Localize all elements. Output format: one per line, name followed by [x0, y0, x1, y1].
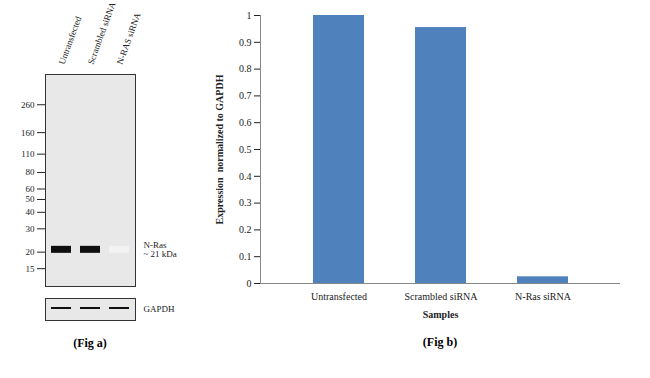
svg-text:80: 80 [26, 167, 36, 177]
svg-text:110: 110 [21, 149, 35, 159]
html-text:(Fig a): (Fig a) [73, 336, 107, 350]
svg-text:160: 160 [21, 128, 35, 138]
svg-text:50: 50 [26, 194, 36, 204]
svg-text:15: 15 [26, 264, 36, 274]
svg-text:Untransfected: Untransfected [311, 291, 367, 302]
svg-text:60: 60 [26, 184, 36, 194]
svg-text:0.4: 0.4 [239, 171, 252, 182]
svg-text:0.9: 0.9 [239, 37, 252, 48]
svg-text:1: 1 [247, 10, 252, 21]
svg-text:N-Ras~ 21 kDa: N-Ras~ 21 kDa [144, 240, 177, 259]
svg-text:0.7: 0.7 [239, 90, 252, 101]
svg-text:0.1: 0.1 [239, 251, 252, 262]
svg-text:GAPDH: GAPDH [144, 304, 176, 314]
svg-text:Untransfected: Untransfected [57, 14, 84, 65]
svg-text:0.5: 0.5 [239, 144, 252, 155]
svg-text:260: 260 [21, 100, 35, 110]
svg-text:0: 0 [247, 278, 252, 289]
svg-text:20: 20 [26, 247, 36, 257]
svg-text:Scrambled siRNA: Scrambled siRNA [86, 0, 118, 66]
html-text:(Fig b): (Fig b) [422, 335, 458, 349]
svg-text:N-RAS siRNA: N-RAS siRNA [115, 11, 143, 66]
svg-text:30: 30 [26, 224, 36, 234]
svg-text:Scrambled siRNA: Scrambled siRNA [404, 291, 478, 302]
svg-text:0.8: 0.8 [239, 63, 252, 74]
svg-text:Samples: Samples [423, 309, 459, 320]
svg-text:Expression normalized to GAPD: Expression normalized to GAPDH [214, 74, 225, 224]
svg-text:0.2: 0.2 [239, 224, 252, 235]
svg-text:0.6: 0.6 [239, 117, 252, 128]
svg-text:N-Ras siRNA: N-Ras siRNA [515, 291, 572, 302]
svg-text:0.3: 0.3 [239, 197, 252, 208]
svg-text:40: 40 [26, 207, 36, 217]
